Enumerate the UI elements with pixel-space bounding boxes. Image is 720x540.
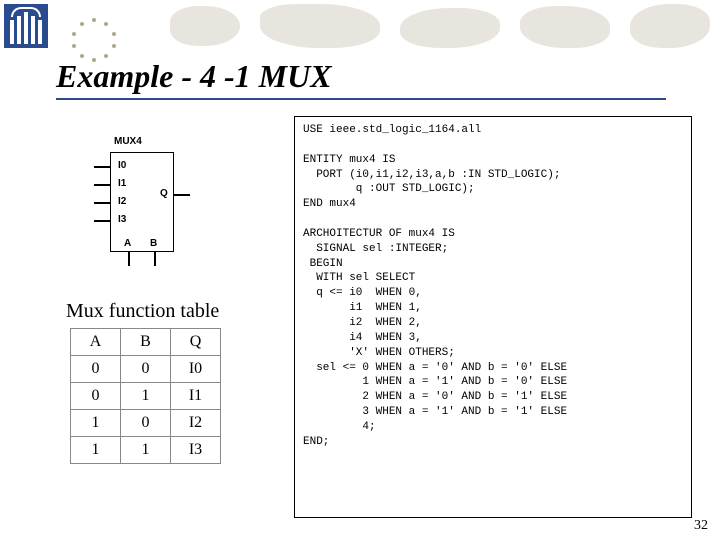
pin-label: I0 bbox=[118, 160, 126, 171]
table-header-row: A B Q bbox=[71, 329, 221, 356]
table-header: A bbox=[71, 329, 121, 356]
table-row: 0 0 I0 bbox=[71, 356, 221, 383]
pin-label: B bbox=[150, 238, 157, 249]
pin-label: A bbox=[124, 238, 131, 249]
slide-title: Example - 4 -1 MUX bbox=[56, 58, 332, 95]
vhdl-code-block: USE ieee.std_logic_1164.all ENTITY mux4 … bbox=[294, 116, 692, 518]
background-map-decoration bbox=[160, 0, 720, 60]
pin-label: Q bbox=[160, 188, 168, 199]
table-row: 1 0 I2 bbox=[71, 410, 221, 437]
mux-block-diagram: MUX4 I0 I1 I2 I3 Q A B bbox=[76, 136, 196, 266]
function-table-caption: Mux function table bbox=[66, 300, 219, 323]
pin-label: I1 bbox=[118, 178, 126, 189]
mux-function-table: A B Q 0 0 I0 0 1 I1 1 0 I2 1 1 I3 bbox=[70, 328, 221, 464]
table-row: 0 1 I1 bbox=[71, 383, 221, 410]
pin-label: I2 bbox=[118, 196, 126, 207]
table-row: 1 1 I3 bbox=[71, 437, 221, 464]
logo-icon bbox=[4, 4, 48, 48]
title-underline bbox=[56, 98, 666, 100]
code-arch: ARCHOITECTUR OF mux4 IS SIGNAL sel :INTE… bbox=[303, 228, 567, 448]
page-number: 32 bbox=[694, 518, 708, 534]
pin-label: I3 bbox=[118, 214, 126, 225]
table-header: Q bbox=[171, 329, 221, 356]
table-header: B bbox=[121, 329, 171, 356]
code-entity: ENTITY mux4 IS PORT (i0,i1,i2,i3,a,b :IN… bbox=[303, 154, 560, 211]
mux-name-label: MUX4 bbox=[114, 136, 142, 147]
code-use: USE ieee.std_logic_1164.all bbox=[303, 124, 481, 136]
